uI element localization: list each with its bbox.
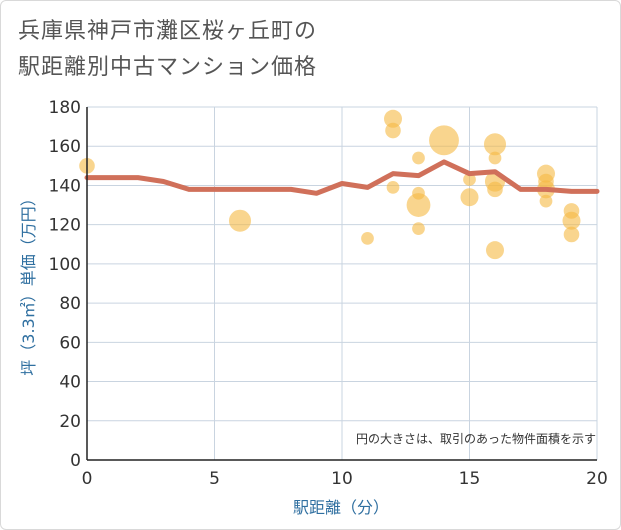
- bubble-11: [463, 173, 476, 186]
- bubble-6: [412, 151, 425, 165]
- bubble-5: [386, 181, 400, 194]
- x-tick-label-15: 15: [459, 469, 481, 489]
- bubble-16: [487, 181, 503, 198]
- chart-title-line-2: 駅距離別中古マンション価格: [18, 55, 318, 80]
- tick-labels: 0 20 40 60 80 100 120 140 160 180 0 5 10 15 20: [49, 98, 608, 489]
- x-tick-label-5: 5: [209, 469, 220, 489]
- bubble-10: [429, 125, 459, 156]
- y-tick-label-160: 160: [49, 137, 81, 157]
- y-tick-label-0: 0: [70, 451, 81, 471]
- y-tick-label-140: 140: [49, 176, 81, 196]
- bubble-12: [460, 188, 479, 207]
- bubble-13: [483, 133, 507, 156]
- y-tick-label-100: 100: [49, 255, 81, 275]
- chart-title: 兵庫県神戸市灘区桜ヶ丘町の 駅距離別中古マンション価格: [18, 14, 317, 86]
- bubble-layer: [79, 109, 581, 260]
- chart-title-line-1: 兵庫県神戸市灘区桜ヶ丘町の: [18, 19, 318, 44]
- bubble-2: [361, 232, 374, 245]
- average-price-line: [84, 159, 600, 196]
- y-tick-label-20: 20: [59, 412, 81, 432]
- x-tick-label-0: 0: [82, 469, 93, 489]
- bubble-9: [412, 222, 425, 235]
- bubble-4: [385, 122, 401, 139]
- y-tick-label-60: 60: [59, 333, 81, 353]
- y-tick-label-120: 120: [49, 216, 81, 236]
- bubble-1: [228, 209, 252, 232]
- x-tick-label-20: 20: [586, 469, 608, 489]
- bubble-8: [406, 193, 431, 217]
- x-tick-label-10: 10: [331, 469, 353, 489]
- bubble-14: [488, 151, 502, 165]
- average-line-layer: [84, 159, 600, 196]
- x-axis-title: 駅距離（分）: [293, 498, 389, 517]
- grid-lines: [87, 106, 598, 460]
- axes: [86, 107, 597, 461]
- y-axis-title: 坪（3.3㎡）単価（万円）: [19, 190, 38, 375]
- y-tick-label-40: 40: [59, 373, 81, 393]
- bubble-17: [486, 241, 504, 260]
- bubble-21: [539, 194, 553, 208]
- bubble-24: [563, 226, 580, 243]
- bubble-23: [562, 211, 581, 230]
- bubble-3: [384, 109, 402, 128]
- y-tick-label-180: 180: [49, 98, 81, 118]
- size-note: 円の大きさは、取引のあった物件面積を示す: [356, 431, 596, 446]
- y-tick-label-80: 80: [59, 294, 81, 314]
